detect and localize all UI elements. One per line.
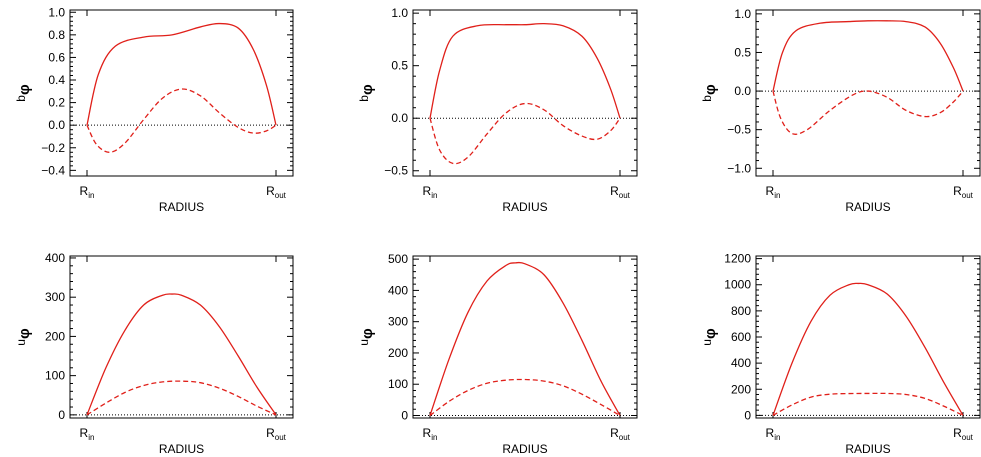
series-solid-line (772, 282, 964, 416)
y-tick-label: 400 (45, 251, 65, 265)
x-axis-label: RADIUS (159, 200, 204, 214)
series-dashed-line (86, 88, 277, 153)
y-axis-label: bφ (14, 84, 33, 102)
x-tick-label: Rout (266, 426, 287, 442)
y-tick-label: 0.0 (391, 111, 408, 125)
series-solid-line (429, 22, 621, 119)
x-axis-label: RADIUS (502, 442, 547, 456)
chart-panel-6: 0 200 400 600 800 1000 1200 Rin Rout RADIUS uφ (700, 252, 981, 456)
chart-panel-1: −0.4 −0.2 0.0 0.2 0.4 0.6 0.8 1.0 Rin Rout RADIUS b… (14, 5, 294, 214)
y-tick-label: 1200 (724, 252, 751, 266)
y-tick-label: 500 (388, 252, 408, 266)
x-tick-label: Rin (423, 426, 438, 442)
y-tick-label: 300 (388, 315, 408, 329)
plot-frame (412, 9, 638, 177)
y-tick-label: 100 (388, 377, 408, 391)
y-tick-label: 600 (731, 330, 751, 344)
series-dashed-line (429, 378, 621, 417)
y-axis-label: bφ (357, 84, 376, 102)
x-tick-label: Rout (953, 184, 974, 200)
y-tick-label: −0.4 (41, 163, 65, 177)
y-tick-label: 400 (388, 283, 408, 297)
y-tick-label: 0 (401, 408, 408, 422)
y-tick-label: 0.6 (48, 50, 65, 64)
y-tick-label: 0.5 (391, 59, 408, 73)
plot-frame (69, 9, 294, 177)
series-dashed-line (772, 90, 964, 135)
x-axis-label: RADIUS (845, 200, 890, 214)
plot-frame (412, 255, 638, 419)
y-tick-label: −1.0 (727, 161, 751, 175)
y-tick-label: −0.5 (727, 123, 751, 137)
series-solid-line (772, 20, 964, 92)
y-tick-label: 1000 (724, 278, 751, 292)
x-tick-label: Rin (80, 184, 95, 200)
series-dashed-line (772, 392, 964, 416)
y-tick-label: 200 (731, 382, 751, 396)
y-tick-label: 0.2 (48, 96, 65, 110)
x-axis-label: RADIUS (159, 442, 204, 456)
plot-frame (755, 9, 981, 177)
x-tick-label: Rout (610, 184, 631, 200)
y-tick-label: 0 (58, 408, 65, 422)
chart-panel-2: −0.5 0.0 0.5 1.0 Rin Rout RADIUS bφ (357, 6, 638, 214)
y-tick-label: 0.4 (48, 73, 65, 87)
y-tick-label: 0.0 (734, 84, 751, 98)
y-tick-label: 0.8 (48, 28, 65, 42)
y-tick-label: 400 (731, 356, 751, 370)
y-axis-label: bφ (700, 84, 719, 102)
x-tick-label: Rout (610, 426, 631, 442)
chart-panel-3: −1.0 −0.5 0.0 0.5 1.0 Rin Rout RADIUS bφ (700, 7, 981, 214)
y-tick-label: 0 (744, 408, 751, 422)
series-dashed-line (429, 102, 621, 165)
x-axis-label: RADIUS (845, 442, 890, 456)
x-tick-label: Rin (766, 184, 781, 200)
y-tick-label: 1.0 (391, 6, 408, 20)
y-tick-label: 800 (731, 304, 751, 318)
y-axis-label: uφ (700, 328, 719, 346)
x-axis-label: RADIUS (502, 200, 547, 214)
y-axis-label: uφ (14, 328, 33, 346)
plot-frame (69, 255, 294, 419)
x-tick-label: Rin (423, 184, 438, 200)
y-tick-label: 0.5 (734, 45, 751, 59)
y-tick-label: 200 (388, 346, 408, 360)
x-tick-label: Rout (953, 426, 974, 442)
x-tick-label: Rin (766, 426, 781, 442)
chart-panel-4: 0 100 200 300 400 Rin Rout RADIUS uφ (14, 251, 294, 456)
y-tick-label: −0.5 (384, 164, 408, 178)
y-tick-label: −0.2 (41, 141, 65, 155)
y-tick-label: 1.0 (48, 5, 65, 19)
series-dashed-line (86, 380, 277, 416)
y-tick-label: 300 (45, 290, 65, 304)
y-tick-label: 0.0 (48, 118, 65, 132)
y-axis-label: uφ (357, 328, 376, 346)
x-tick-label: Rout (266, 184, 287, 200)
y-tick-label: 200 (45, 329, 65, 343)
chart-panel-5: 0 100 200 300 400 500 Rin Rout RADIUS uφ (357, 252, 638, 456)
x-tick-label: Rin (80, 426, 95, 442)
y-tick-label: 1.0 (734, 7, 751, 21)
y-tick-label: 100 (45, 369, 65, 383)
series-solid-line (86, 293, 277, 416)
series-solid-line (86, 22, 277, 126)
series-solid-line (429, 261, 621, 416)
